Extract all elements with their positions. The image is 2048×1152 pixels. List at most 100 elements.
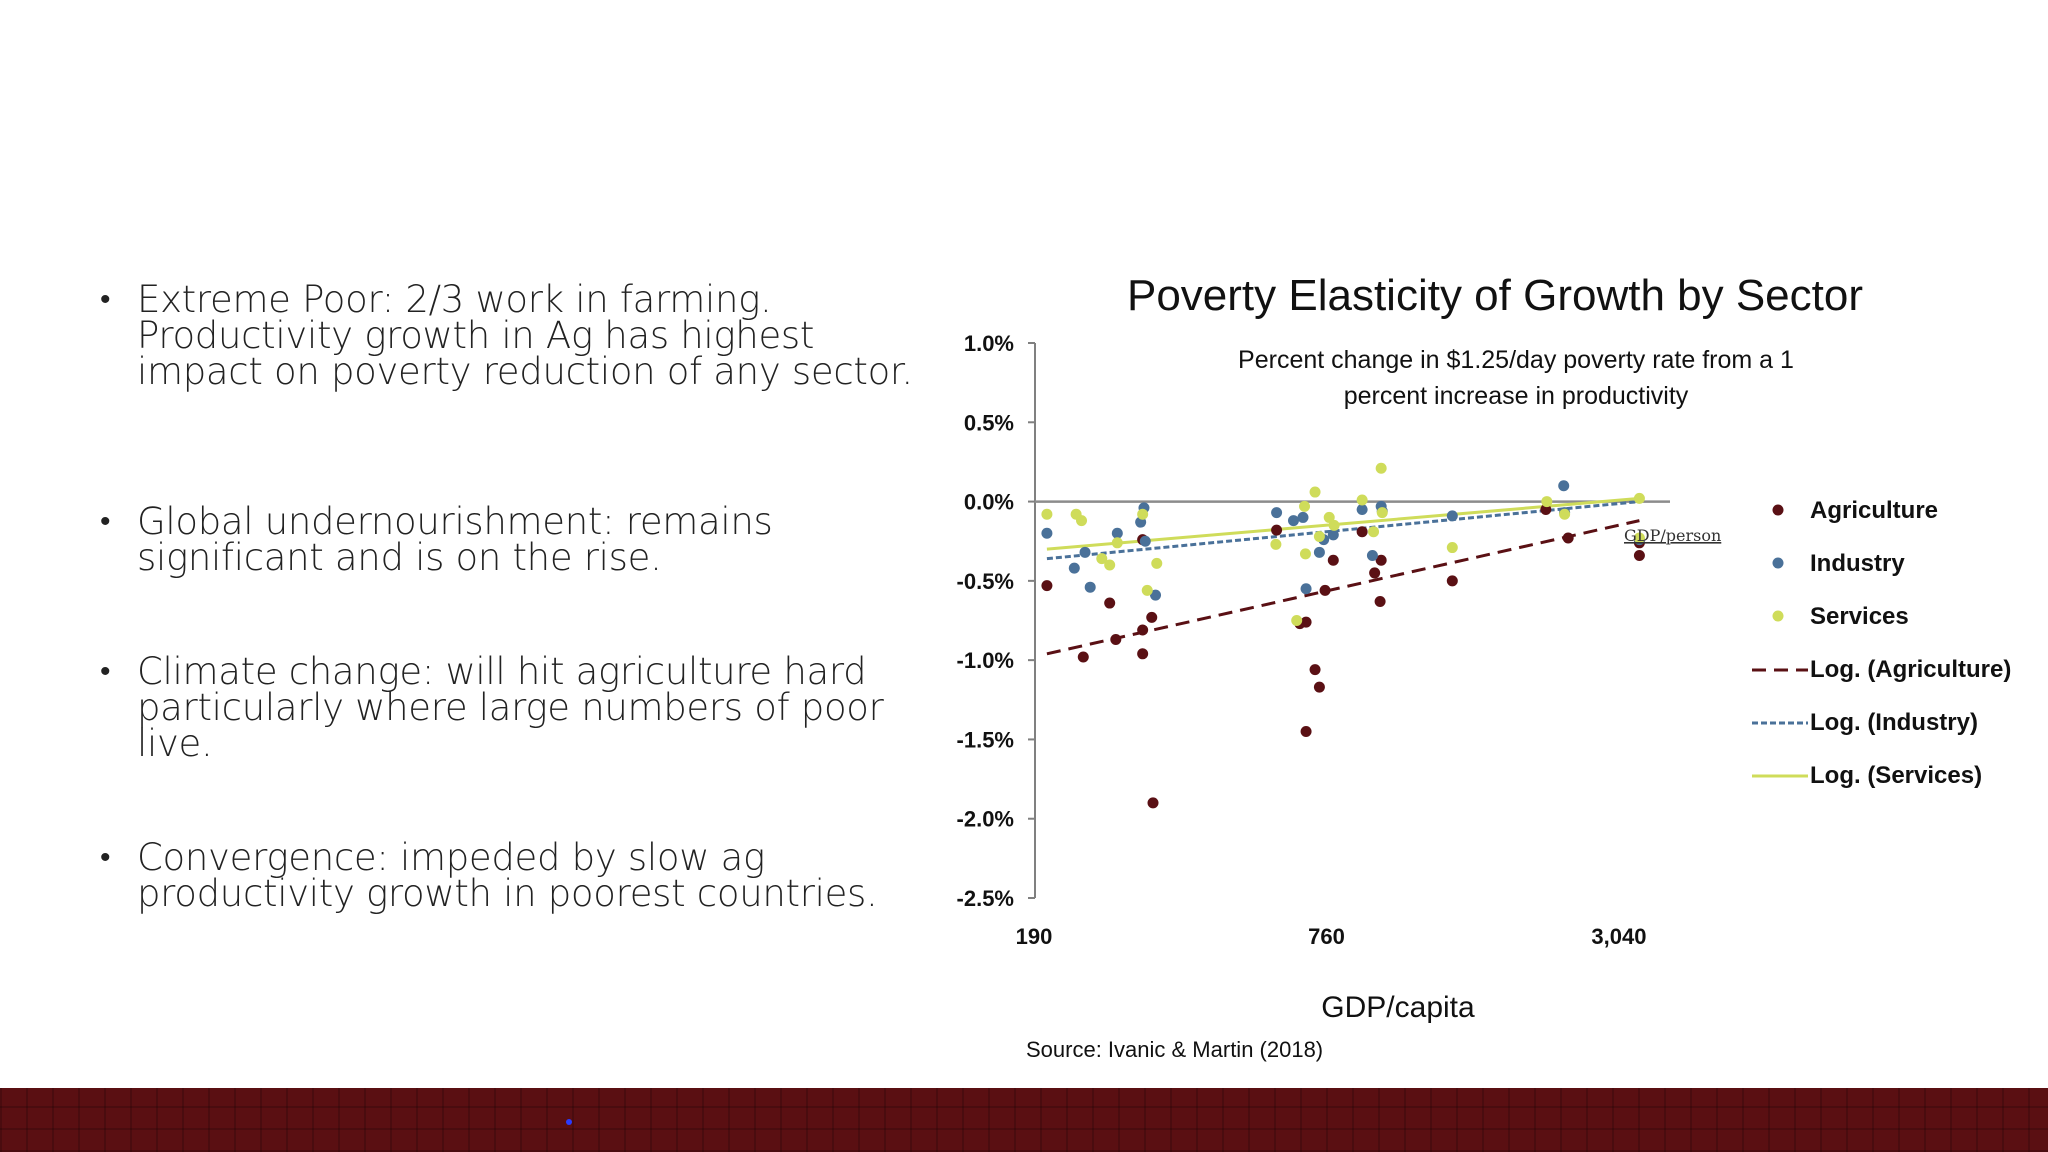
point-industry xyxy=(1150,589,1162,601)
y-tick-label: 0.5% xyxy=(964,410,1014,435)
point-services xyxy=(1633,532,1645,544)
point-industry xyxy=(1327,529,1339,541)
point-agriculture xyxy=(1369,567,1381,579)
point-services xyxy=(1291,615,1303,626)
point-services xyxy=(1376,507,1388,519)
bullet-dot-icon: • xyxy=(100,504,111,539)
point-services xyxy=(1104,559,1116,571)
bullet-text: Climate change: will hit agriculture har… xyxy=(137,650,884,765)
bullet-dot-icon: • xyxy=(100,654,111,689)
y-tick-label: -2.5% xyxy=(957,886,1014,911)
legend-label: Log. (Services) xyxy=(1810,762,1982,789)
point-agriculture xyxy=(1041,580,1053,592)
point-agriculture xyxy=(1110,634,1122,646)
point-agriculture xyxy=(1446,575,1458,587)
point-agriculture xyxy=(1309,664,1321,676)
point-agriculture xyxy=(1633,549,1645,561)
point-industry xyxy=(1084,581,1096,593)
cursor-dot-icon xyxy=(566,1119,572,1125)
bullet-dot-icon: • xyxy=(100,282,111,317)
chart-subtitle-line-2: percent increase in productivity xyxy=(1344,382,1689,410)
point-services xyxy=(1299,500,1311,512)
point-agriculture xyxy=(1327,554,1339,566)
point-agriculture xyxy=(1374,595,1386,607)
point-services xyxy=(1446,542,1458,554)
point-agriculture xyxy=(1146,611,1158,623)
bullet-text: Convergence: impeded by slow ag producti… xyxy=(137,836,878,915)
y-tick-label: -1.0% xyxy=(957,648,1014,673)
point-industry xyxy=(1366,549,1378,561)
point-services xyxy=(1076,515,1088,527)
point-industry xyxy=(1111,527,1123,539)
legend-label: Log. (Agriculture) xyxy=(1810,656,2011,683)
y-tick-label: 1.0% xyxy=(964,331,1014,356)
point-industry xyxy=(1356,504,1368,515)
point-services xyxy=(1328,519,1340,531)
point-industry xyxy=(1446,510,1458,522)
poverty-elasticity-chart: Poverty Elasticity of Growth by Sector P… xyxy=(957,271,2012,1062)
point-agriculture xyxy=(1300,616,1312,628)
legend-label: Agriculture xyxy=(1810,497,1938,524)
legend-label: Log. (Industry) xyxy=(1810,709,1978,736)
bullet-dot-icon: • xyxy=(100,840,111,875)
point-services xyxy=(1041,508,1053,520)
point-services xyxy=(1375,462,1387,474)
point-industry xyxy=(1139,535,1151,547)
point-industry xyxy=(1041,527,1053,539)
point-agriculture xyxy=(1300,726,1312,737)
point-industry xyxy=(1068,562,1080,574)
x-tick-label: 760 xyxy=(1308,924,1345,949)
point-services xyxy=(1141,584,1153,596)
y-tick-label: -2.0% xyxy=(957,807,1014,832)
chart-axes: 1.0% 0.5% 0.0% -0.5% -1.0% -1.5% -2.0% -2.5%190… xyxy=(957,331,1670,949)
point-services xyxy=(1111,537,1123,549)
point-industry xyxy=(1297,511,1309,523)
y-tick-label: -0.5% xyxy=(957,569,1014,594)
point-industry xyxy=(1271,507,1283,519)
bullet-item: • Global undernourishment: remains signif… xyxy=(96,503,917,576)
chart-legend: Agriculture Industry Services Log. (Agricul… xyxy=(1752,497,2011,789)
legend-symbol xyxy=(1772,504,1784,516)
footer-bar xyxy=(0,1088,2048,1152)
legend-symbol xyxy=(1772,610,1784,622)
point-agriculture xyxy=(1375,554,1387,566)
point-industry xyxy=(1313,546,1325,558)
point-agriculture xyxy=(1147,797,1159,809)
x-tick-label: 190 xyxy=(1016,924,1053,949)
point-services xyxy=(1541,496,1553,508)
point-agriculture xyxy=(1319,584,1331,596)
bullet-item: • Convergence: impeded by slow ag product… xyxy=(96,839,917,912)
chart-title: Poverty Elasticity of Growth by Sector xyxy=(1127,271,1863,320)
point-industry xyxy=(1558,480,1570,492)
y-tick-label: 0.0% xyxy=(964,490,1014,515)
point-services xyxy=(1299,548,1311,560)
point-services xyxy=(1096,553,1108,565)
point-industry xyxy=(1079,546,1091,558)
point-services xyxy=(1368,526,1380,538)
point-services xyxy=(1633,492,1645,504)
point-agriculture xyxy=(1356,526,1368,538)
point-services xyxy=(1151,557,1163,569)
x-axis-label: GDP/capita xyxy=(1321,991,1475,1024)
bullet-item: • Climate change: will hit agriculture ha… xyxy=(96,653,917,762)
y-tick-label: -1.5% xyxy=(957,727,1014,752)
point-services xyxy=(1323,511,1335,523)
data-points xyxy=(1041,462,1645,809)
x-tick-label: 3,040 xyxy=(1591,924,1646,949)
point-services xyxy=(1559,508,1571,520)
point-agriculture xyxy=(1077,651,1089,663)
point-industry xyxy=(1300,583,1312,595)
legend-label: Industry xyxy=(1810,550,1905,577)
bullet-text: Extreme Poor: 2/3 work in farming. Produ… xyxy=(137,278,913,393)
point-agriculture xyxy=(1137,624,1149,636)
point-services xyxy=(1270,538,1282,550)
legend-symbol xyxy=(1772,557,1784,569)
bullet-text: Global undernourishment: remains signifi… xyxy=(137,500,773,579)
point-agriculture xyxy=(1313,681,1325,693)
point-services xyxy=(1137,508,1149,520)
point-services xyxy=(1356,494,1368,506)
point-industry xyxy=(1287,515,1299,527)
axis-annotation: GDP/person xyxy=(1624,526,1721,545)
legend-label: Services xyxy=(1810,603,1909,630)
point-agriculture xyxy=(1271,524,1283,536)
